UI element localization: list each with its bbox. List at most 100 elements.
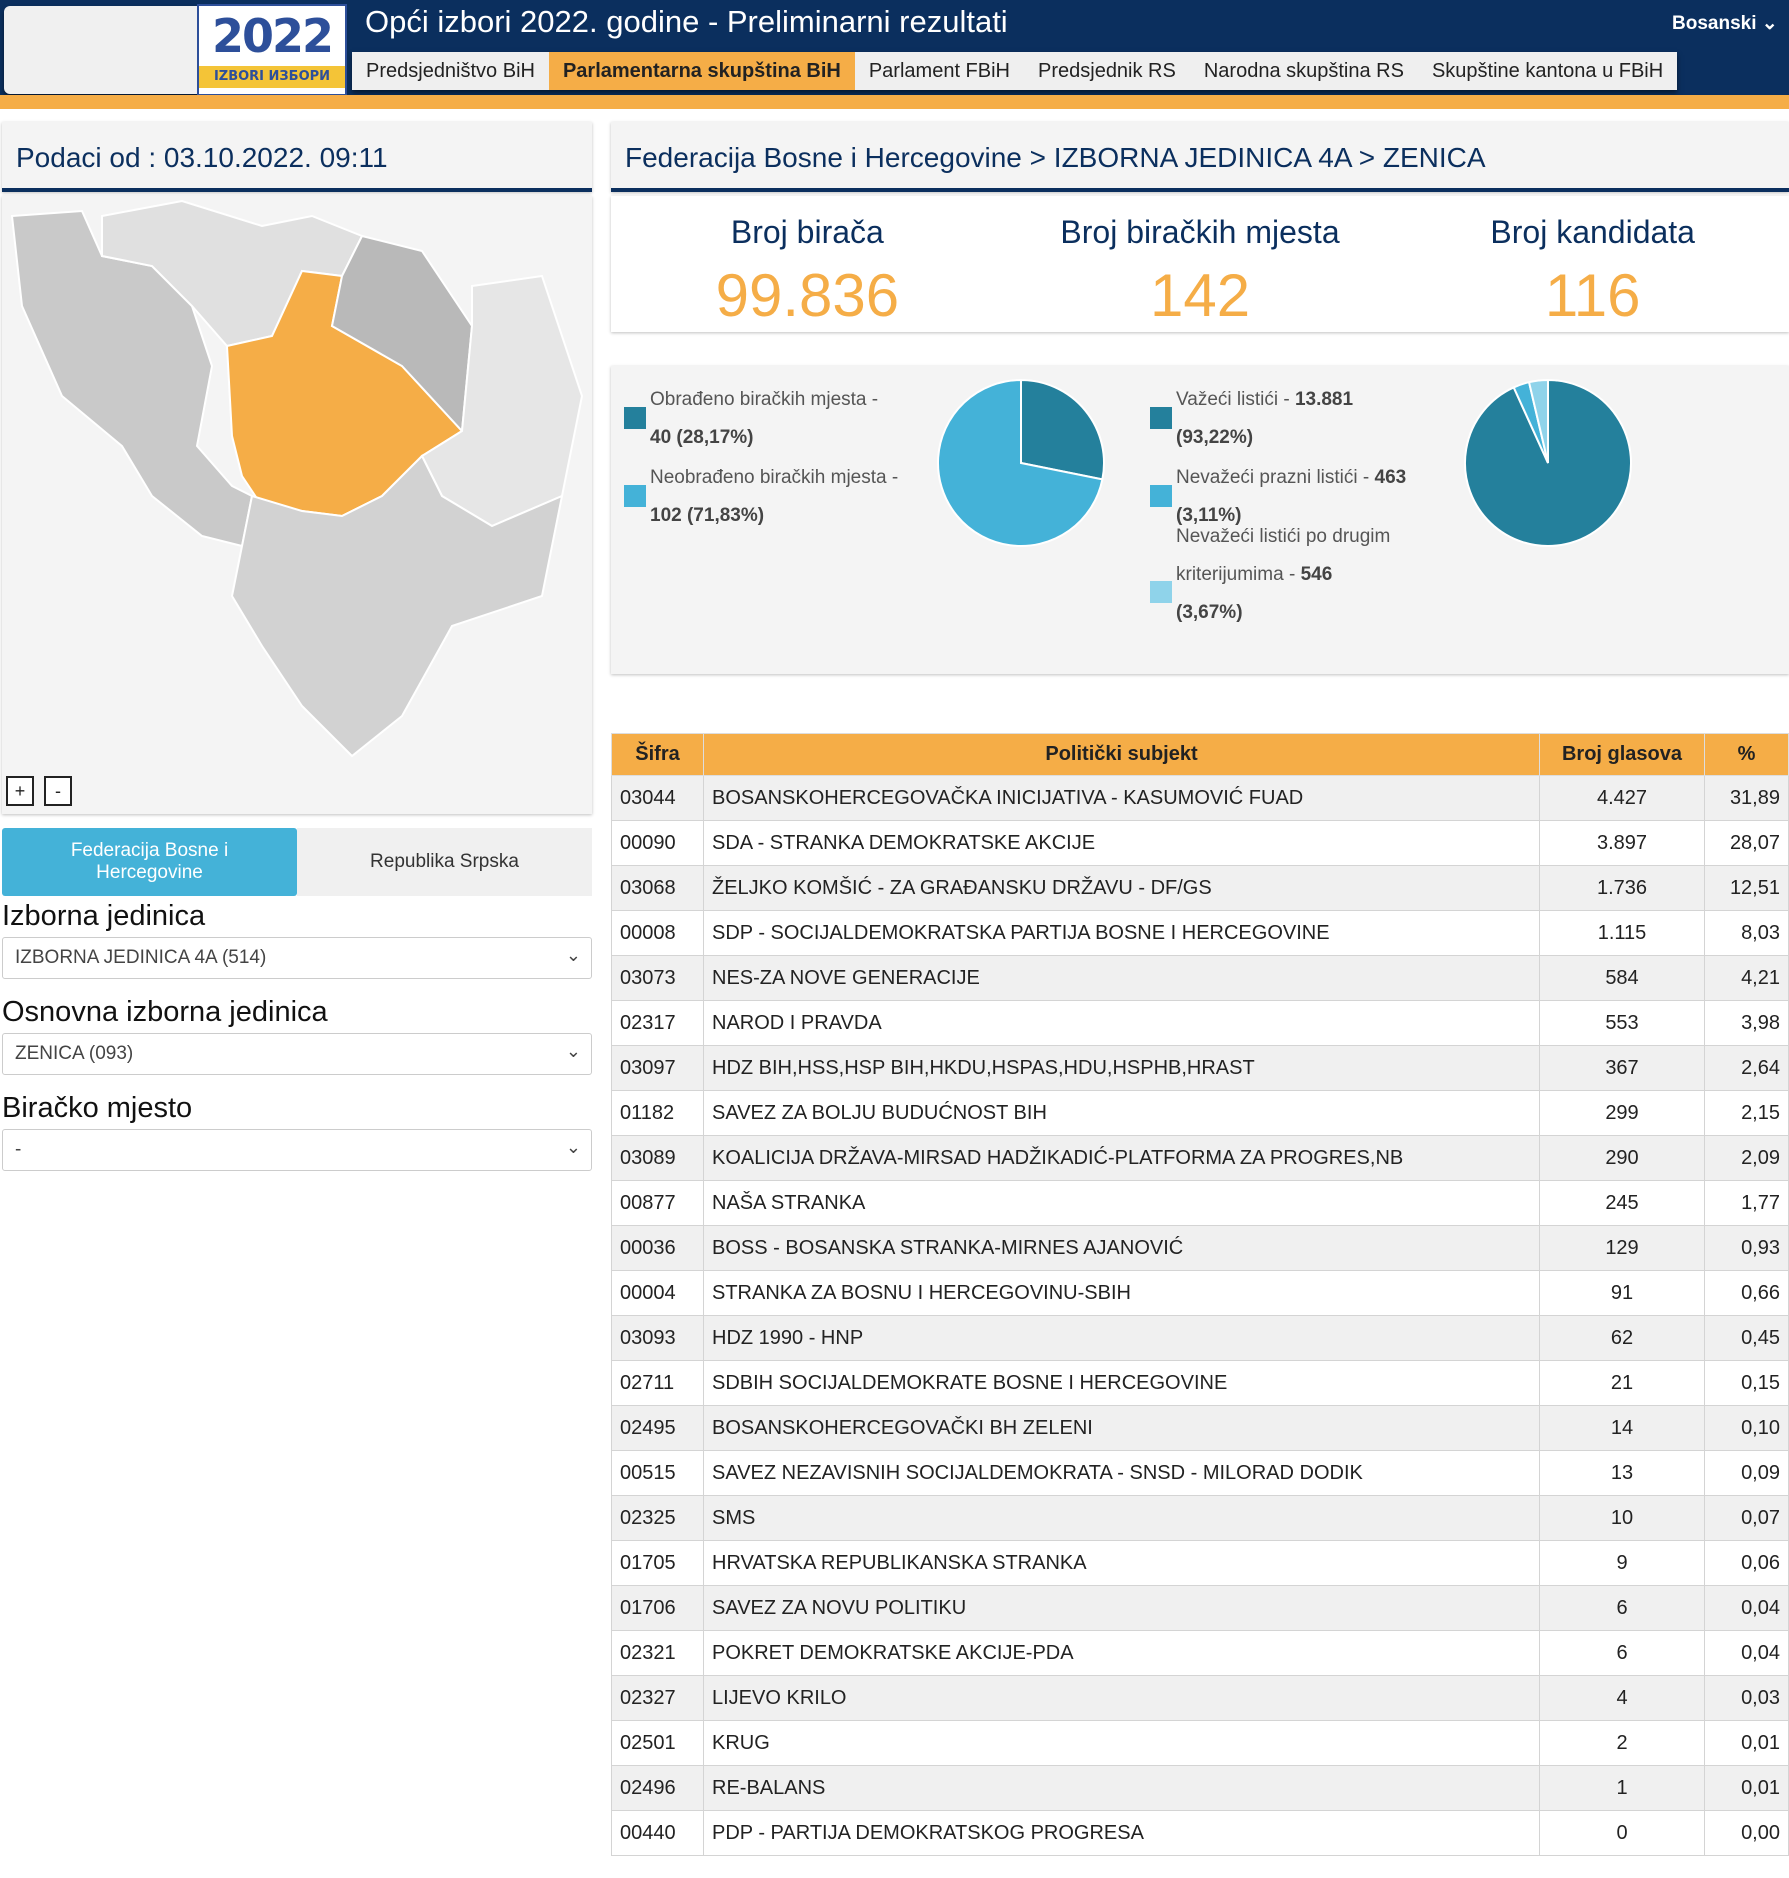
cell-votes: 62 (1539, 1315, 1705, 1361)
cell-votes: 91 (1539, 1270, 1705, 1316)
zoom-in-button[interactable]: + (6, 776, 34, 806)
main-nav: Predsjedništvo BiH Parlamentarna skupštin… (352, 52, 1678, 90)
nav-tab[interactable]: Narodna skupština RS (1203, 60, 1404, 82)
cell-party: BOSS - BOSANSKA STRANKA-MIRNES AJANOVIĆ (703, 1225, 1540, 1271)
stats-panel: Broj birača 99.836 Broj biračkih mjesta 14… (611, 196, 1789, 332)
cell-party: STRANKA ZA BOSNU I HERCEGOVINU-SBIH (703, 1270, 1540, 1316)
table-row: 00008 SDP - SOCIJALDEMOKRATSKA PARTIJA BO… (611, 910, 1789, 956)
map[interactable]: + - (2, 196, 592, 814)
pie-slice-0[interactable] (1020, 378, 1105, 481)
cell-pct: 8,03 (1704, 910, 1789, 956)
table-row: 03044 BOSANSKOHERCEGOVAČKA INICIJATIVA - … (611, 775, 1789, 821)
legend-processed: Obrađeno biračkih mjesta -40 (28,17%) (650, 389, 879, 448)
cell-pct: 0,10 (1704, 1405, 1789, 1451)
tab-fbih[interactable]: Federacija Bosne i Hercegovine (2, 828, 297, 896)
cell-votes: 299 (1539, 1090, 1705, 1136)
cell-code: 02327 (611, 1675, 704, 1721)
legend-swatch (1150, 407, 1172, 429)
charts-panel: Obrađeno biračkih mjesta -40 (28,17%) Ne… (611, 366, 1789, 674)
pie-slice-1[interactable] (937, 378, 1104, 547)
legend-swatch (624, 485, 646, 507)
table-row: 02501 KRUG 2 0,01 (611, 1720, 1789, 1766)
col-subjekt[interactable]: Politički subjekt (703, 733, 1540, 776)
table-row: 02496 RE-BALANS 1 0,01 (611, 1765, 1789, 1811)
chevron-down-icon: ⌄ (565, 1137, 581, 1157)
cell-code: 01706 (611, 1585, 704, 1631)
table-row: 03097 HDZ BIH,HSS,HSP BIH,HKDU,HSPAS,HDU,… (611, 1045, 1789, 1091)
cell-pct: 4,21 (1704, 955, 1789, 1001)
cell-code: 00440 (611, 1810, 704, 1856)
table-row: 02325 SMS 10 0,07 (611, 1495, 1789, 1541)
cell-code: 03044 (611, 775, 704, 821)
zoom-out-button[interactable]: - (44, 776, 72, 806)
biracko-mjesto-label: Biračko mjesto (2, 1092, 193, 1124)
cell-party: SMS (703, 1495, 1540, 1541)
cell-party: SDA - STRANKA DEMOKRATSKE AKCIJE (703, 820, 1540, 866)
map-region-south[interactable] (230, 454, 564, 758)
cell-code: 02321 (611, 1630, 704, 1676)
pie-ballots (1464, 378, 1632, 547)
cell-code: 03089 (611, 1135, 704, 1181)
language-selector[interactable]: Bosanski ⌄ (1672, 13, 1778, 34)
table-row: 01706 SAVEZ ZA NOVU POLITIKU 6 0,04 (611, 1585, 1789, 1631)
cell-votes: 3.897 (1539, 820, 1705, 866)
cell-votes: 4.427 (1539, 775, 1705, 821)
cell-code: 03068 (611, 865, 704, 911)
izborna-jedinica-select[interactable]: IZBORNA JEDINICA 4A (514) ⌄ (2, 937, 592, 979)
map-svg (10, 199, 584, 758)
tab-rs[interactable]: Republika Srpska (297, 828, 592, 896)
nav-tab[interactable]: Parlamentarna skupština BiH (548, 52, 855, 90)
nav-tab[interactable]: Predsjedništvo BiH (366, 60, 535, 82)
cell-pct: 31,89 (1704, 775, 1789, 821)
cell-party: BOSANSKOHERCEGOVAČKI BH ZELENI (703, 1405, 1540, 1451)
cell-votes: 129 (1539, 1225, 1705, 1271)
nav-tab[interactable]: Skupštine kantona u FBiH (1431, 60, 1664, 82)
nav-tab[interactable]: Predsjednik RS (1038, 60, 1176, 82)
results-table: Šifra Politički subjekt Broj glasova % 0… (611, 733, 1789, 1856)
table-row: 03068 ŽELJKO KOMŠIĆ - ZA GRAĐANSKU DRŽAVU… (611, 865, 1789, 911)
cell-party: RE-BALANS (703, 1765, 1540, 1811)
cell-party: BOSANSKOHERCEGOVAČKA INICIJATIVA - KASUM… (703, 775, 1540, 821)
table-row: 03093 HDZ 1990 - HNP 62 0,45 (611, 1315, 1789, 1361)
accent-stripe (0, 95, 1789, 109)
cell-pct: 0,00 (1704, 1810, 1789, 1856)
cell-party: HDZ BIH,HSS,HSP BIH,HKDU,HSPAS,HDU,HSPHB… (703, 1045, 1540, 1091)
cell-votes: 367 (1539, 1045, 1705, 1091)
cell-code: 01182 (611, 1090, 704, 1136)
nav-tab[interactable]: Parlament FBiH (868, 60, 1010, 82)
header: 2022 IZBORI ИЗБОРИ Opći izbori 2022. godi… (0, 0, 1789, 96)
data-timestamp: Podaci od : 03.10.2022. 09:11 (2, 122, 592, 192)
breadcrumb: Federacija Bosne i Hercegovine > IZBORNA… (611, 122, 1789, 192)
legend-blank: Nevažeći prazni listići - 463 (3,11%) (1176, 467, 1407, 526)
cell-pct: 0,07 (1704, 1495, 1789, 1541)
stat-candidates: Broj kandidata 116 (1490, 214, 1695, 329)
pie-slice-2[interactable] (1527, 378, 1549, 464)
legend-unprocessed: Neobrađeno biračkih mjesta -102 (71,83%) (650, 467, 899, 526)
cell-party: SDP - SOCIJALDEMOKRATSKA PARTIJA BOSNE I… (703, 910, 1540, 956)
cell-pct: 0,01 (1704, 1720, 1789, 1766)
col-glasovi[interactable]: Broj glasova (1539, 733, 1705, 776)
cell-party: SAVEZ ZA NOVU POLITIKU (703, 1585, 1540, 1631)
cell-code: 03073 (611, 955, 704, 1001)
cell-pct: 0,93 (1704, 1225, 1789, 1271)
cell-code: 01705 (611, 1540, 704, 1586)
cell-votes: 10 (1539, 1495, 1705, 1541)
cell-party: HDZ 1990 - HNP (703, 1315, 1540, 1361)
table-row: 00440 PDP - PARTIJA DEMOKRATSKOG PROGRESA… (611, 1810, 1789, 1856)
stat-voters: Broj birača 99.836 (715, 214, 900, 329)
osnovna-jedinica-label: Osnovna izborna jedinica (2, 996, 328, 1028)
table-row: 00877 NAŠA STRANKA 245 1,77 (611, 1180, 1789, 1226)
cell-votes: 14 (1539, 1405, 1705, 1451)
cell-votes: 21 (1539, 1360, 1705, 1406)
col-pct[interactable]: % (1704, 733, 1789, 776)
legend-swatch (624, 407, 646, 429)
osnovna-jedinica-select[interactable]: ZENICA (093) ⌄ (2, 1033, 592, 1075)
col-sifra[interactable]: Šifra (611, 733, 704, 776)
cell-pct: 0,06 (1704, 1540, 1789, 1586)
cell-party: ŽELJKO KOMŠIĆ - ZA GRAĐANSKU DRŽAVU - DF… (703, 865, 1540, 911)
legend-swatch (1150, 485, 1172, 507)
cell-party: POKRET DEMOKRATSKE AKCIJE-PDA (703, 1630, 1540, 1676)
cell-party: SAVEZ NEZAVISNIH SOCIJALDEMOKRATA - SNSD… (703, 1450, 1540, 1496)
biracko-mjesto-select[interactable]: - ⌄ (2, 1129, 592, 1171)
logo[interactable]: 2022 IZBORI ИЗБОРИ (197, 4, 347, 96)
